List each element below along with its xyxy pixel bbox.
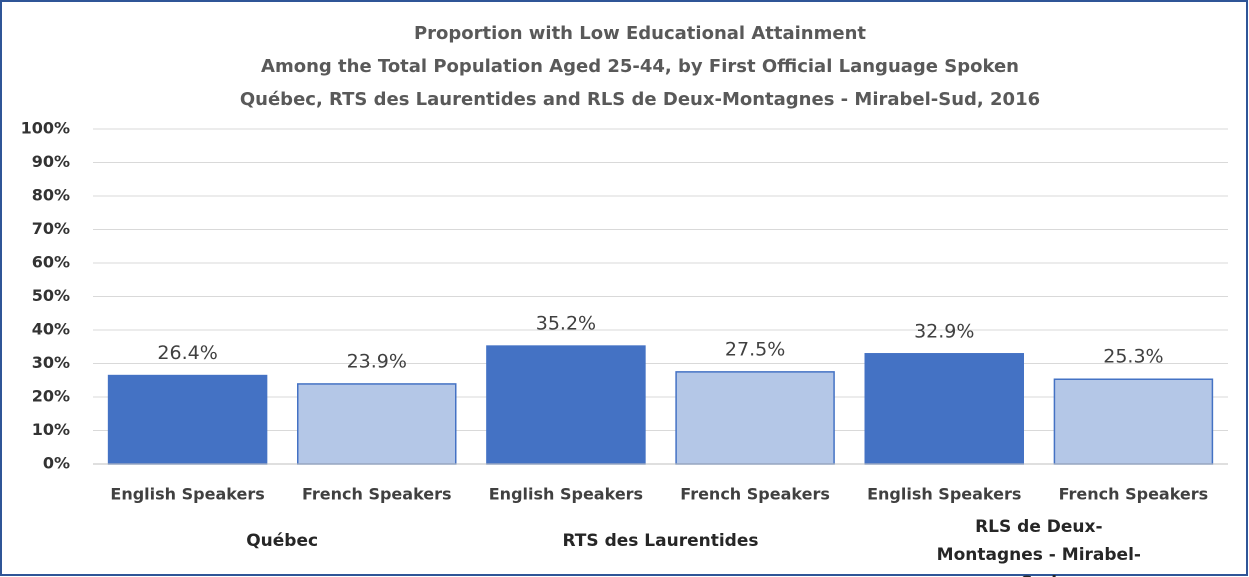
group-label: RLS de Deux-Montagnes - Mirabel-Sud <box>936 517 1141 577</box>
chart-title: Among the Total Population Aged 25-44, b… <box>261 56 1019 77</box>
y-tick-label: 0% <box>43 454 70 473</box>
group-label: RTS des Laurentides <box>562 531 759 551</box>
bar <box>107 374 268 465</box>
bar <box>297 383 457 465</box>
value-label: 25.3% <box>1103 346 1163 368</box>
x-tick-label: French Speakers <box>1059 485 1209 504</box>
value-label: 26.4% <box>157 342 217 364</box>
bar <box>864 353 1024 465</box>
y-tick-label: 100% <box>21 119 70 138</box>
y-tick-label: 50% <box>32 286 70 305</box>
chart-title: Québec, RTS des Laurentides and RLS de D… <box>240 89 1040 110</box>
y-tick-label: 40% <box>32 320 70 339</box>
group-label: Québec <box>246 531 319 551</box>
y-tick-label: 20% <box>32 387 70 406</box>
bar <box>675 371 835 465</box>
bar <box>486 345 646 465</box>
x-tick-label: French Speakers <box>302 485 452 504</box>
y-tick-label: 70% <box>32 219 70 238</box>
x-tick-label: English Speakers <box>867 485 1021 504</box>
y-tick-label: 30% <box>32 353 70 372</box>
value-label: 32.9% <box>914 320 974 342</box>
value-label: 23.9% <box>347 350 407 372</box>
bar <box>1053 378 1214 465</box>
value-label: 27.5% <box>725 338 785 360</box>
y-tick-label: 10% <box>32 420 70 439</box>
y-tick-label: 60% <box>32 253 70 272</box>
x-tick-label: English Speakers <box>110 485 264 504</box>
y-tick-label: 80% <box>32 186 70 205</box>
value-label: 35.2% <box>536 313 596 335</box>
chart-title: Proportion with Low Educational Attainme… <box>414 23 866 44</box>
x-tick-label: English Speakers <box>489 485 643 504</box>
x-tick-label: French Speakers <box>680 485 830 504</box>
y-tick-label: 90% <box>32 152 70 171</box>
